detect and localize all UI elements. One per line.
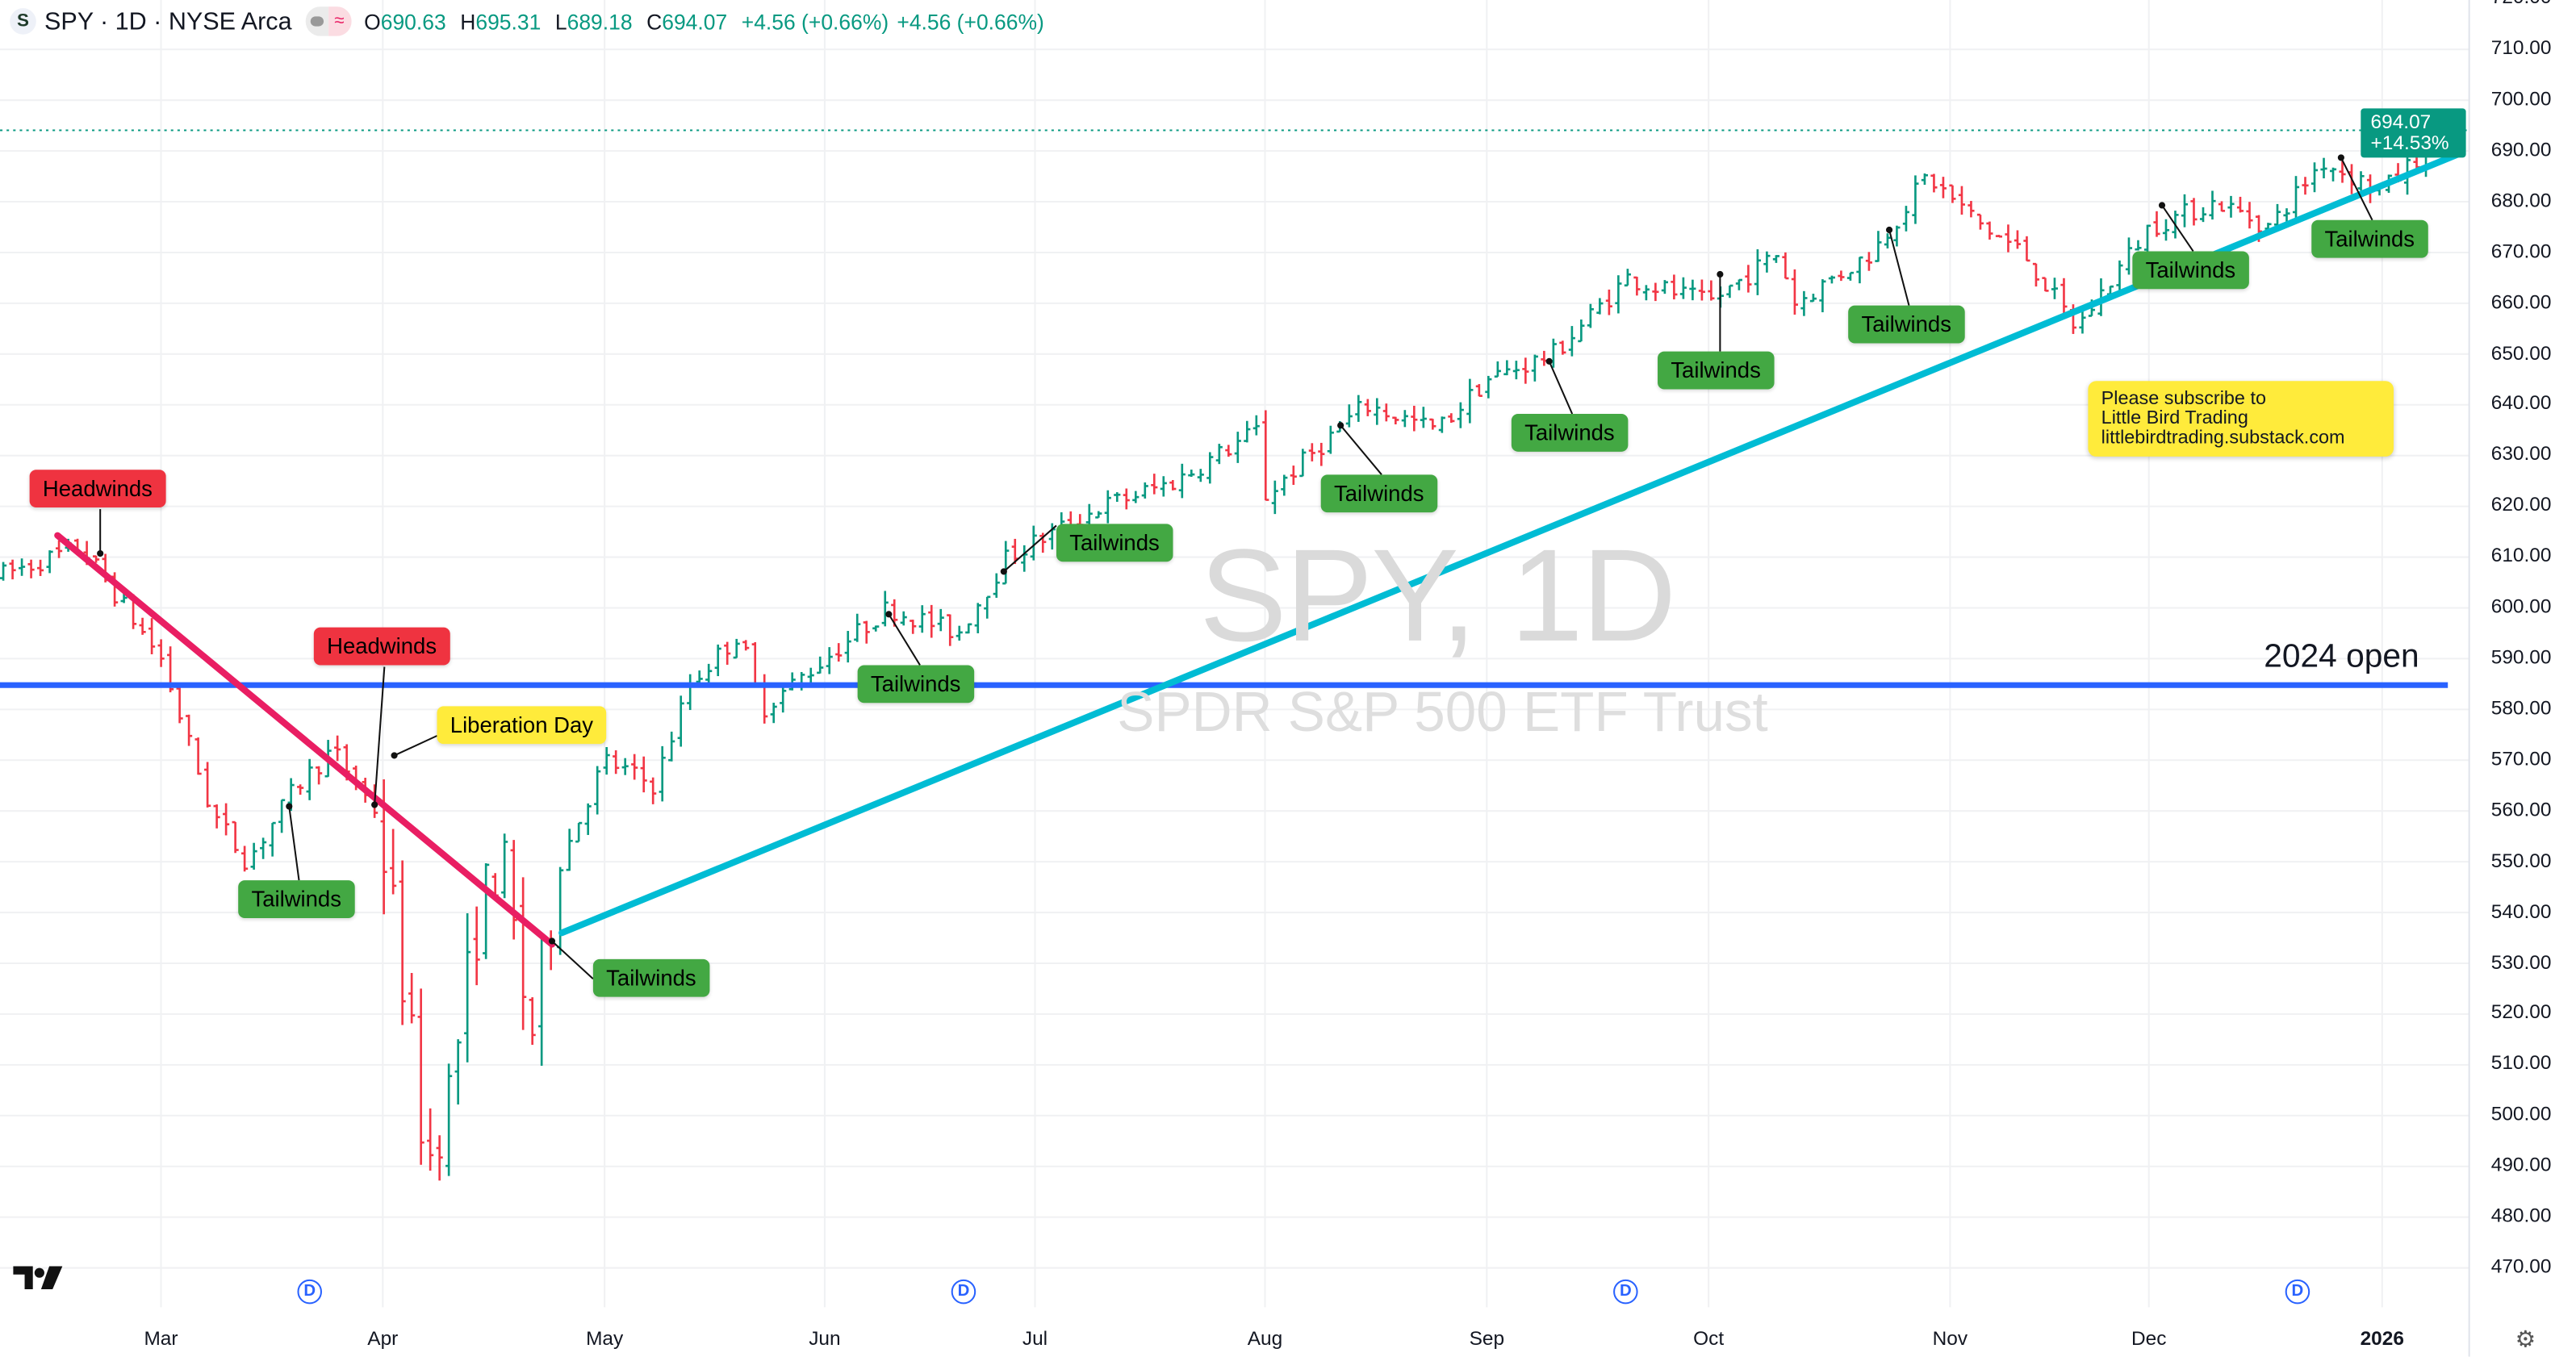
price-tick: 540.00	[2490, 899, 2552, 923]
time-tick: Oct	[1693, 1326, 1725, 1351]
tradingview-logo[interactable]	[13, 1266, 63, 1293]
watermark-subtitle: SPDR S&P 500 ETF Trust	[1117, 681, 1768, 745]
dividend-marker[interactable]: D	[951, 1279, 976, 1305]
symbol-logo: S	[10, 8, 36, 35]
price-tick: 680.00	[2490, 188, 2552, 212]
price-tick: 510.00	[2490, 1051, 2552, 1075]
callout-line	[551, 940, 594, 980]
callout-line	[1548, 361, 1574, 415]
time-tick: Apr	[367, 1326, 399, 1351]
price-tick: 550.00	[2490, 848, 2552, 872]
annotation-tailwinds[interactable]: Tailwinds	[2311, 219, 2428, 258]
level-label: 2024 open	[2264, 638, 2419, 675]
annotation-liberation-day[interactable]: Liberation Day	[437, 706, 607, 745]
callout-line	[2161, 204, 2194, 253]
callout-dot	[1717, 270, 1724, 278]
annotation-tailwinds[interactable]: Tailwinds	[238, 880, 355, 918]
last-price-label: 694.07 +14.53%	[2361, 108, 2466, 158]
price-tick: 690.00	[2490, 137, 2552, 161]
price-tick: 590.00	[2490, 645, 2552, 669]
ohlc-readout: O690.63 H695.31 L689.18 C694.07 +4.56 (+…	[364, 9, 1044, 34]
wave-icon[interactable]: ≈	[328, 6, 351, 36]
annotation-tailwinds[interactable]: Tailwinds	[2132, 251, 2249, 290]
callout-line	[2340, 157, 2373, 221]
downtrend-line	[54, 532, 556, 948]
gear-icon[interactable]: ⚙	[2515, 1325, 2536, 1352]
annotation-tailwinds[interactable]: Tailwinds	[1056, 524, 1173, 562]
time-tick: Jun	[809, 1326, 841, 1351]
price-tick: 490.00	[2490, 1153, 2552, 1176]
callout-dot	[286, 803, 293, 810]
subscribe-note[interactable]: Please subscribe to Little Bird Trading li…	[2088, 381, 2394, 457]
price-tick: 500.00	[2490, 1102, 2552, 1125]
price-tick: 640.00	[2490, 391, 2552, 415]
dividend-marker[interactable]: D	[297, 1279, 322, 1305]
time-tick: Mar	[144, 1326, 178, 1351]
price-tick: 620.00	[2490, 493, 2552, 516]
price-tick: 480.00	[2490, 1204, 2552, 1227]
callout-line	[1340, 424, 1382, 475]
callout-line	[1003, 524, 1057, 573]
annotation-tailwinds[interactable]: Tailwinds	[1511, 413, 1628, 452]
annotation-headwinds[interactable]: Headwinds	[313, 627, 450, 666]
callout-line	[374, 666, 386, 805]
callout-dot	[2337, 154, 2344, 161]
time-tick: Dec	[2131, 1326, 2167, 1351]
callout-dot	[548, 937, 556, 945]
callout-line	[394, 735, 437, 757]
callout-dot	[371, 801, 378, 808]
symbol-header: S SPY · 1D · NYSE Arca ≈ O690.63 H695.31…	[10, 5, 1052, 38]
price-tick: 700.00	[2490, 86, 2552, 111]
callout-dot	[1337, 422, 1344, 429]
annotation-tailwinds[interactable]: Tailwinds	[1658, 351, 1775, 390]
price-tick: 650.00	[2490, 340, 2552, 365]
price-tick: 520.00	[2490, 1000, 2552, 1025]
callout-dot	[97, 549, 104, 557]
time-tick: 2026	[2360, 1326, 2404, 1351]
annotation-headwinds[interactable]: Headwinds	[29, 470, 166, 508]
dividend-marker[interactable]: D	[1613, 1279, 1638, 1305]
price-tick: 580.00	[2490, 696, 2552, 720]
callout-dot	[1000, 568, 1007, 575]
price-tick: 570.00	[2490, 746, 2552, 770]
price-tick: 530.00	[2490, 950, 2552, 974]
callout-dot	[885, 611, 893, 618]
callout-dot	[391, 752, 398, 759]
callout-line	[1888, 229, 1910, 306]
callout-line	[888, 613, 921, 666]
dividend-marker[interactable]: D	[2285, 1279, 2310, 1305]
time-tick: Sep	[1469, 1326, 1505, 1351]
circle-icon[interactable]	[304, 6, 328, 36]
annotation-tailwinds[interactable]: Tailwinds	[592, 958, 709, 997]
price-tick: 610.00	[2490, 544, 2552, 567]
annotation-tailwinds[interactable]: Tailwinds	[1848, 305, 1965, 344]
watermark-title: SPY, 1D	[1199, 522, 1676, 669]
price-tick: 660.00	[2490, 290, 2552, 314]
callout-line	[288, 806, 300, 881]
price-tick: 720.00	[2482, 0, 2552, 9]
time-tick: Aug	[1247, 1326, 1283, 1351]
price-tick: 670.00	[2490, 239, 2552, 263]
price-tick: 600.00	[2490, 595, 2552, 618]
indicator-toggle[interactable]: ≈	[304, 6, 351, 36]
price-tick: 710.00	[2490, 35, 2552, 60]
price-tick: 470.00	[2490, 1255, 2552, 1278]
annotation-tailwinds[interactable]: Tailwinds	[1320, 474, 1437, 513]
annotation-tailwinds[interactable]: Tailwinds	[857, 665, 974, 704]
time-tick: Jul	[1022, 1326, 1048, 1351]
time-tick: Nov	[1932, 1326, 1968, 1351]
callout-dot	[2158, 202, 2166, 209]
symbol-title[interactable]: SPY · 1D · NYSE Arca	[44, 7, 292, 35]
price-tick: 630.00	[2490, 442, 2552, 466]
time-tick: May	[586, 1326, 624, 1351]
price-tick: 560.00	[2490, 797, 2552, 821]
callout-dot	[1545, 357, 1553, 365]
callout-dot	[1885, 226, 1893, 234]
